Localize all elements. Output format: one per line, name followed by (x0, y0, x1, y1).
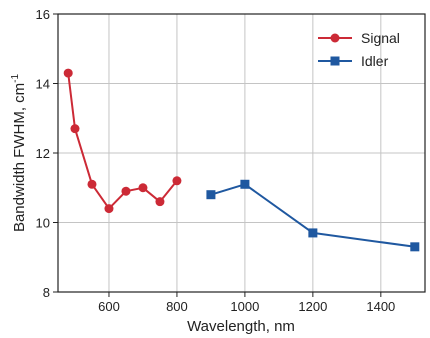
signal-point (155, 197, 165, 207)
signal-point (138, 183, 148, 193)
x-axis-label: Wavelength, nm (187, 318, 295, 335)
y-axis-label-superscript: -1 (10, 74, 21, 83)
grid-lines (58, 14, 425, 292)
idler-line (210, 183, 415, 248)
legend-idler-marker (330, 56, 340, 66)
y-axis-label: Bandwidth FWHM, cm-1 (10, 74, 28, 233)
idler-point (410, 242, 420, 252)
idler-point (308, 228, 318, 238)
y-tick-label: 10 (36, 216, 50, 231)
idler-point (206, 190, 216, 200)
signal-point (87, 179, 97, 189)
legend-signal-label: Signal (361, 30, 400, 46)
x-tick-label: 800 (166, 299, 188, 314)
signal-point (63, 68, 73, 78)
signal-point (172, 176, 182, 186)
x-tick-label: 1000 (230, 299, 259, 314)
axis-ticks: 600 800 1000 1200 1400 8 10 12 14 16 (36, 7, 396, 314)
y-tick-label: 8 (43, 285, 50, 300)
signal-point (104, 204, 114, 214)
x-tick-label: 600 (98, 299, 120, 314)
legend: Signal Idler (318, 30, 400, 69)
idler-series (206, 179, 420, 252)
signal-series (63, 68, 182, 214)
x-tick-label: 1200 (298, 299, 327, 314)
legend-idler-label: Idler (361, 53, 389, 69)
y-tick-label: 16 (36, 7, 50, 22)
y-axis-label-text: Bandwidth FWHM, cm (11, 83, 28, 232)
y-tick-label: 14 (36, 77, 50, 92)
idler-point (240, 179, 250, 189)
signal-point (121, 186, 131, 196)
y-tick-label: 12 (36, 146, 50, 161)
x-tick-label: 1400 (366, 299, 395, 314)
signal-point (70, 124, 80, 134)
series-layer (63, 68, 420, 252)
legend-signal-marker (330, 33, 340, 43)
